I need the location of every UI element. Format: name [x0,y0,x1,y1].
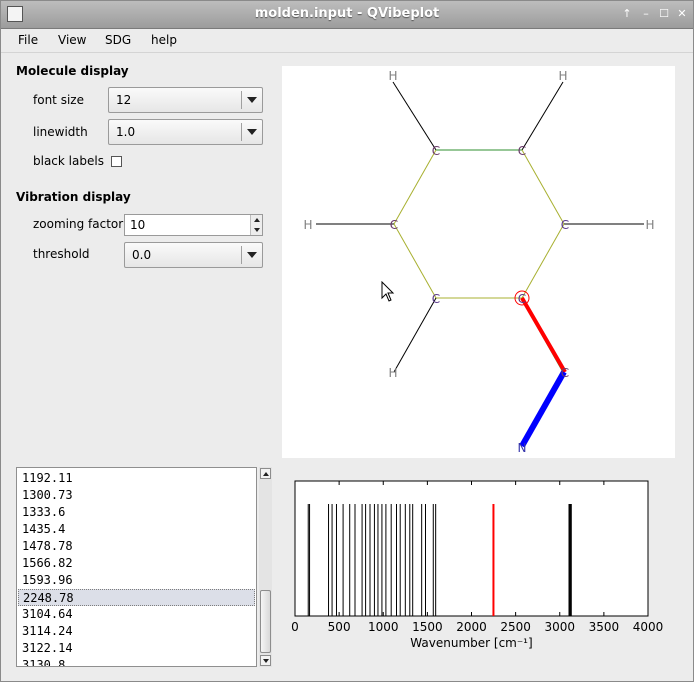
frequency-list-item[interactable]: 3114.24 [22,624,73,638]
title-bar[interactable]: molden.input - QVibeplot ↑ – ☐ ✕ [1,1,693,29]
vibration-display-heading: Vibration display [16,190,131,204]
arrow-up-icon [263,472,269,476]
arrow-down-icon [263,659,269,663]
frequency-list-item[interactable]: 1333.6 [22,505,66,519]
displacement-vector [520,296,567,374]
atom-label: H [388,69,397,83]
x-tick-label: 0 [291,620,299,634]
spin-down-icon[interactable] [254,228,260,232]
bond [521,149,565,225]
close-button[interactable]: ✕ [677,7,687,20]
threshold-combo[interactable]: 0.0 [124,242,263,268]
frequency-list-item[interactable]: 1566.82 [22,556,73,570]
frequency-list-item[interactable]: 3130.8 [22,658,66,667]
threshold-value: 0.0 [132,248,152,262]
atom-label: C [432,292,440,306]
atom-label: C [561,366,569,380]
bond [393,149,437,225]
atom-label: C [561,218,569,232]
displacement-vector [519,370,567,448]
keep-above-button[interactable]: ↑ [622,7,632,20]
atom-label: C [518,292,526,306]
mouse-pointer-icon [381,281,395,302]
bond [521,223,565,299]
x-axis-label: Wavenumber [cm⁻¹] [410,636,532,650]
black-labels-checkbox[interactable] [111,156,122,167]
spectrum-plot[interactable]: 0 500 1000 1500 2000 2500 3000 3500 4000 Wavenumb… [282,467,675,657]
linewidth-value: 1.0 [116,125,136,139]
zooming-factor-label: zooming factor [33,217,124,231]
atom-label: H [558,69,567,83]
frequency-list-item[interactable]: 1593.96 [22,573,73,587]
x-tick-label: 4000 [633,620,664,634]
bond [392,81,437,151]
molecule-svg: H H C C H C C H C C H C N [303,69,654,455]
frequency-list-item[interactable]: 1300.73 [22,488,73,502]
frequency-list-item[interactable]: 2248.78 [18,589,255,606]
frequency-list-item[interactable]: 1192.11 [22,471,73,485]
maximize-button[interactable]: ☐ [659,7,669,20]
atom-label: H [645,218,654,232]
frequency-list-item[interactable]: 3104.64 [22,607,73,621]
spectrum-svg: 0 500 1000 1500 2000 2500 3000 3500 4000 Wavenumb… [282,467,675,657]
font-size-value: 12 [116,93,132,107]
linewidth-label: linewidth [33,125,88,139]
x-tick-label: 500 [328,620,351,634]
app-icon[interactable] [7,6,23,22]
x-tick-label: 1500 [412,620,443,634]
font-size-combo[interactable]: 12 [108,87,263,113]
atom-label: C [518,144,526,158]
plot-area [294,480,649,617]
frequency-list-item[interactable]: 1478.78 [22,539,73,553]
bond [521,81,564,151]
zooming-factor-value: 10 [130,218,146,232]
atom-label: H [388,366,397,380]
frequency-list[interactable]: 1192.11 1300.73 1333.6 1435.4 1478.78 1566.82… [16,467,257,667]
scroll-down-button[interactable] [260,655,271,666]
x-tick-label: 2500 [500,620,531,634]
window-title: molden.input - QVibeplot [254,6,440,21]
menu-view[interactable]: View [58,33,87,47]
frequency-list-item[interactable]: 1435.4 [22,522,66,536]
atom-label: C [432,144,440,158]
atom-label: N [518,441,527,455]
scroll-up-button[interactable] [260,468,271,479]
minimize-button[interactable]: – [643,7,649,20]
displacement-circle [514,290,530,306]
scrollbar-thumb[interactable] [260,590,271,653]
x-tick-label: 1000 [368,620,399,634]
font-size-label: font size [33,93,84,107]
atom-label: H [303,218,312,232]
molecule-view[interactable]: H H C C H C C H C C H C N [282,66,675,458]
x-tick-label: 3000 [544,620,575,634]
menu-help[interactable]: help [151,33,177,47]
zooming-factor-spinbox[interactable]: 10 [124,214,263,236]
menu-sdg[interactable]: SDG [105,33,132,47]
x-tick-label: 2000 [456,620,487,634]
molecule-display-heading: Molecule display [16,64,129,78]
threshold-label: threshold [33,247,90,261]
chevron-down-icon [247,252,257,258]
chevron-down-icon [247,97,257,103]
x-tick-label: 3500 [589,620,620,634]
black-labels-label: black labels [33,154,104,168]
linewidth-combo[interactable]: 1.0 [108,119,263,145]
spin-up-icon[interactable] [254,218,260,222]
atom-label: C [390,218,398,232]
frequency-list-scrollbar[interactable] [259,467,272,667]
menu-bar: File View SDG help [1,29,693,53]
frequency-list-item[interactable]: 3122.14 [22,641,73,655]
bond [393,223,437,299]
menu-file[interactable]: File [18,33,39,47]
bond [393,297,437,373]
chevron-down-icon [247,129,257,135]
spin-buttons[interactable] [250,215,262,235]
